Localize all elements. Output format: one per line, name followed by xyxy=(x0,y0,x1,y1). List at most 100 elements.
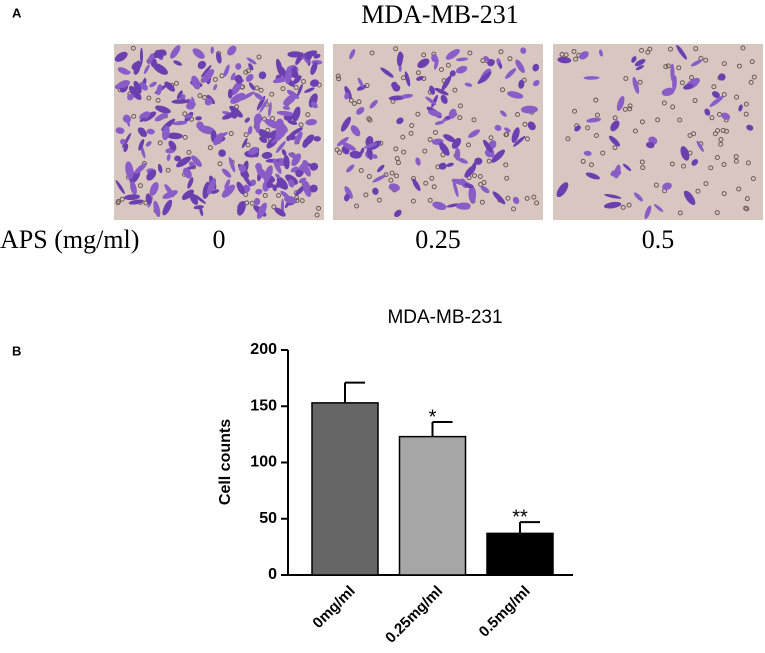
bar xyxy=(398,435,467,576)
pore xyxy=(723,128,729,134)
cell xyxy=(244,117,250,123)
cell xyxy=(309,162,319,171)
panel-label: A xyxy=(12,5,22,20)
cell xyxy=(346,164,355,173)
cell xyxy=(127,93,134,101)
cell xyxy=(259,136,268,144)
cell xyxy=(125,114,130,127)
cell xyxy=(302,138,310,148)
cell xyxy=(400,93,413,99)
cell xyxy=(193,205,204,210)
cell xyxy=(227,45,237,56)
cell xyxy=(631,56,637,63)
pore xyxy=(632,128,638,134)
cell xyxy=(310,62,318,75)
cell xyxy=(192,48,205,59)
cell xyxy=(738,104,743,112)
cell xyxy=(258,71,267,80)
pore xyxy=(376,197,382,203)
cell xyxy=(304,52,313,61)
cell xyxy=(123,194,141,201)
pore xyxy=(691,131,697,137)
pore xyxy=(207,145,213,151)
cell xyxy=(583,76,600,80)
pore xyxy=(457,103,463,109)
cell xyxy=(171,99,190,104)
cell xyxy=(221,168,232,178)
cell xyxy=(278,66,287,77)
cell xyxy=(228,157,236,173)
cell xyxy=(149,81,157,88)
cell xyxy=(147,53,154,65)
micrographs: 0 0.25 0.5 xyxy=(114,44,763,254)
pore xyxy=(400,134,406,140)
pore xyxy=(721,91,727,97)
cell xyxy=(452,180,459,198)
cell xyxy=(474,157,483,165)
pore xyxy=(157,140,163,146)
pore xyxy=(293,85,299,91)
cell xyxy=(440,94,448,104)
cell xyxy=(189,192,199,205)
cell xyxy=(197,60,207,70)
pore xyxy=(457,115,463,121)
pore xyxy=(262,192,268,198)
pore xyxy=(534,200,540,206)
cell xyxy=(284,195,297,204)
cell xyxy=(608,135,621,147)
pore xyxy=(504,175,510,181)
pore xyxy=(627,103,633,109)
cell xyxy=(162,125,170,141)
y-tick-label: 150 xyxy=(250,397,277,414)
cell xyxy=(191,96,196,107)
cell xyxy=(344,86,352,100)
cell xyxy=(364,142,378,149)
pore xyxy=(249,200,255,206)
cell xyxy=(139,82,148,91)
cell xyxy=(661,87,675,96)
condition-label: 0.25 xyxy=(415,225,461,254)
cell xyxy=(139,117,147,122)
panel-label: B xyxy=(12,343,21,358)
cell xyxy=(357,77,364,88)
pore xyxy=(155,97,161,103)
pore xyxy=(565,136,571,142)
pore xyxy=(415,70,421,76)
cell xyxy=(247,126,253,135)
pore xyxy=(693,46,699,52)
cell xyxy=(432,201,447,210)
y-axis-label: Cell counts xyxy=(217,419,234,505)
cell xyxy=(289,127,303,137)
cell xyxy=(176,156,192,168)
cell xyxy=(302,180,312,197)
pore xyxy=(573,56,579,62)
cell xyxy=(114,51,128,62)
cell xyxy=(146,169,157,181)
pore xyxy=(655,117,661,123)
cell xyxy=(388,183,400,192)
cell xyxy=(139,111,151,120)
pore xyxy=(715,128,721,134)
cell xyxy=(680,146,690,161)
cell xyxy=(295,169,303,178)
cell xyxy=(313,53,321,59)
pore xyxy=(269,91,275,97)
cell xyxy=(125,161,134,180)
cell xyxy=(388,95,406,101)
cell xyxy=(507,91,524,99)
pore xyxy=(639,119,645,125)
y-tick-label: 0 xyxy=(268,566,277,583)
cell xyxy=(456,65,468,74)
pore xyxy=(679,80,685,86)
panel-title: MDA-MB-231 xyxy=(361,0,518,29)
cell xyxy=(634,192,643,202)
cell xyxy=(210,189,220,194)
cell xyxy=(610,120,620,132)
pore xyxy=(571,48,577,54)
pore xyxy=(626,202,632,208)
cell xyxy=(746,124,754,131)
cell xyxy=(149,182,159,196)
cell xyxy=(520,105,538,114)
pore xyxy=(744,196,750,202)
